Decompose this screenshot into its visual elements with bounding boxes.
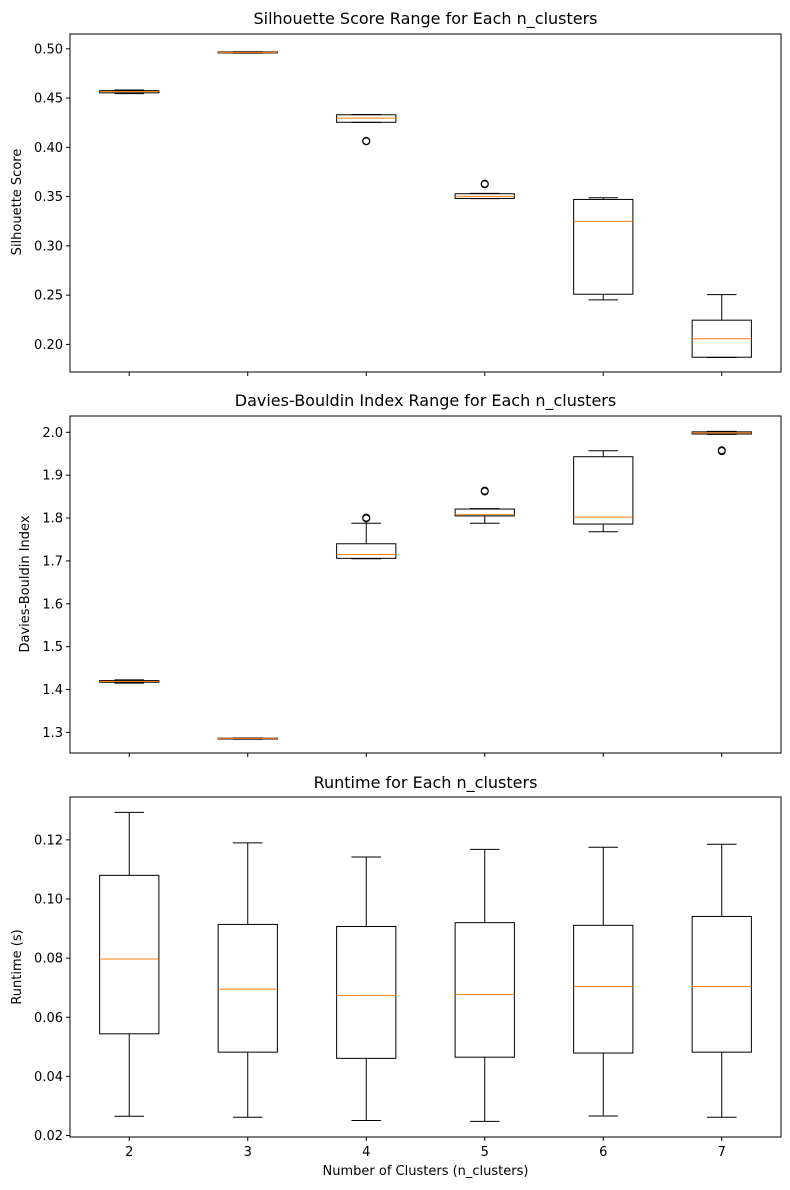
- y-tick-label: 1.4: [42, 683, 63, 698]
- y-tick-label: 0.25: [34, 289, 63, 304]
- box-iqr: [217, 923, 278, 1053]
- box-6: [573, 846, 634, 1117]
- y-tick-label: 2.0: [42, 426, 63, 441]
- y-tick-label: 1.7: [42, 554, 63, 569]
- y-tick-label: 0.06: [34, 1011, 63, 1026]
- box-6: [573, 197, 634, 301]
- y-tick-label: 0.40: [34, 141, 63, 156]
- box-5: [454, 486, 515, 524]
- y-tick-label: 1.9: [42, 469, 63, 484]
- axes-frame: [69, 415, 782, 754]
- x-tick-label: 6: [599, 1145, 607, 1160]
- outlier-point: [362, 136, 371, 145]
- subplot-runtime: Runtime for Each n_clusters Runtime (s) …: [10, 773, 782, 1179]
- box-4: [336, 114, 397, 146]
- box-2: [99, 89, 160, 95]
- subplot-silhouette: Silhouette Score Range for Each n_cluste…: [10, 9, 782, 376]
- x-axis-label: Number of Clusters (n_clusters): [323, 1164, 529, 1179]
- y-tick-label: 1.6: [42, 597, 63, 612]
- box-3: [217, 51, 278, 54]
- box-iqr: [573, 924, 634, 1054]
- box-3: [217, 737, 278, 740]
- box-4: [336, 513, 397, 560]
- box-iqr: [99, 874, 160, 1035]
- box-5: [454, 848, 515, 1122]
- y-tick-label: 0.30: [34, 239, 63, 254]
- x-tick-label: 2: [125, 1145, 133, 1160]
- y-tick-label: 0.10: [34, 893, 63, 908]
- subplot-title: Silhouette Score Range for Each n_cluste…: [253, 9, 597, 29]
- plot-area: 0.02 0.04 0.06 0.08 0.10 0.12 2 3 4 5 6 7: [34, 796, 782, 1160]
- y-axis-label: Silhouette Score: [10, 149, 25, 256]
- y-axis-label: Davies-Bouldin Index: [18, 515, 33, 652]
- axes-frame: [69, 796, 782, 1138]
- y-tick-label: 0.12: [34, 833, 63, 848]
- outlier-point: [480, 179, 489, 188]
- outlier-point: [362, 513, 371, 522]
- y-tick-label: 0.02: [34, 1129, 63, 1144]
- axes-frame: [69, 33, 782, 373]
- y-tick-label: 0.35: [34, 190, 63, 205]
- box-iqr: [454, 922, 515, 1058]
- y-tick-label: 0.20: [34, 338, 63, 353]
- plot-area: 1.3 1.4 1.5 1.6 1.7 1.8 1.9 2.0: [42, 415, 782, 757]
- y-tick-label: 0.50: [34, 42, 63, 57]
- box-3: [217, 842, 278, 1118]
- y-axis-label: Runtime (s): [10, 929, 25, 1004]
- x-tick-label: 5: [481, 1145, 489, 1160]
- box-5: [454, 179, 515, 200]
- box-iqr: [691, 915, 752, 1053]
- box-6: [573, 450, 634, 533]
- box-iqr: [573, 198, 634, 295]
- box-7: [691, 430, 752, 456]
- outlier-point: [480, 486, 489, 495]
- x-tick-label: 7: [718, 1145, 726, 1160]
- y-tick-label: 0.45: [34, 92, 63, 107]
- box-iqr: [336, 925, 397, 1059]
- box-iqr: [573, 456, 634, 525]
- subplot-davies-bouldin: Davies-Bouldin Index Range for Each n_cl…: [18, 391, 782, 757]
- y-tick-label: 1.3: [42, 726, 63, 741]
- y-tick-label: 1.8: [42, 512, 63, 527]
- y-tick-label: 0.04: [34, 1070, 63, 1085]
- subplot-title: Davies-Bouldin Index Range for Each n_cl…: [235, 391, 616, 411]
- box-7: [691, 294, 752, 359]
- y-tick-label: 0.08: [34, 952, 63, 967]
- outlier-point: [717, 446, 726, 455]
- box-7: [691, 843, 752, 1118]
- x-tick-label: 4: [362, 1145, 370, 1160]
- plot-area: 0.20 0.25 0.30 0.35 0.40 0.45 0.50: [34, 33, 782, 376]
- box-2: [99, 811, 160, 1117]
- box-iqr: [336, 543, 397, 559]
- box-4: [336, 856, 397, 1121]
- x-tick-label: 3: [244, 1145, 252, 1160]
- y-tick-label: 1.5: [42, 640, 63, 655]
- box-2: [99, 679, 160, 684]
- subplot-title: Runtime for Each n_clusters: [314, 773, 538, 793]
- box-iqr: [454, 508, 515, 517]
